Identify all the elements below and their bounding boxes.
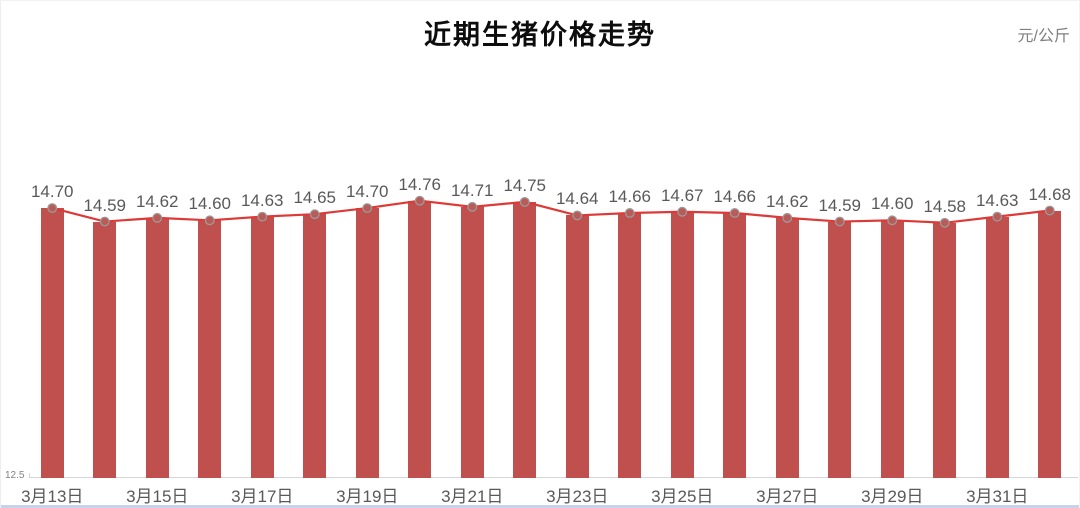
bar xyxy=(565,215,589,478)
value-label: 14.68 xyxy=(1028,184,1072,204)
value-label: 14.63 xyxy=(975,190,1019,210)
bar xyxy=(303,214,327,478)
value-label: 14.62 xyxy=(765,191,809,211)
x-tick-label: 3月19日 xyxy=(336,487,399,506)
bar xyxy=(880,220,904,478)
bottom-border xyxy=(1,505,1079,508)
x-tick-label: 3月31日 xyxy=(966,487,1029,506)
bar xyxy=(618,212,642,478)
value-label: 14.59 xyxy=(83,195,127,215)
x-tick-label: 3月21日 xyxy=(441,487,504,506)
value-label: 14.60 xyxy=(188,194,232,214)
x-tick-label: 3月23日 xyxy=(546,487,609,506)
bar xyxy=(460,206,484,478)
x-tick-label: 3月29日 xyxy=(861,487,924,506)
x-tick-label: 3月15日 xyxy=(126,487,189,506)
bar xyxy=(1038,210,1062,478)
value-label: 14.63 xyxy=(240,190,284,210)
x-tick-label: 3月13日 xyxy=(21,487,84,506)
value-label: 14.70 xyxy=(30,182,74,202)
bar xyxy=(985,216,1009,478)
value-label: 14.58 xyxy=(923,196,967,216)
bar xyxy=(145,217,169,478)
bar xyxy=(93,221,117,478)
value-label: 14.64 xyxy=(555,189,599,209)
value-label: 14.60 xyxy=(870,194,914,214)
bar xyxy=(355,208,379,478)
value-label: 14.66 xyxy=(608,186,652,206)
x-tick-label: 3月27日 xyxy=(756,487,819,506)
value-label: 14.65 xyxy=(293,188,337,208)
x-tick-label: 3月17日 xyxy=(231,487,294,506)
value-label: 14.59 xyxy=(818,195,862,215)
bar xyxy=(670,211,694,478)
bar xyxy=(250,216,274,478)
bar xyxy=(933,222,957,478)
value-label: 14.76 xyxy=(398,174,442,194)
bar xyxy=(408,200,432,478)
value-label: 14.62 xyxy=(135,191,179,211)
value-label: 14.70 xyxy=(345,182,389,202)
x-axis-labels: 3月13日 3月15日 3月17日 3月19日 3月21日 3月23日 3月25日 3月27日… xyxy=(21,482,1076,506)
y-axis-min-label: 12.5 xyxy=(5,470,25,481)
plot-area: 14.70 14.59 14.62 14.60 14.63 14.65 14.70 14.76… xyxy=(26,61,1078,478)
value-label: 14.67 xyxy=(660,185,704,205)
bar xyxy=(828,221,852,478)
x-tick-label: 3月25日 xyxy=(651,487,714,506)
price-line-series xyxy=(47,195,1055,228)
bar xyxy=(513,201,537,478)
bar xyxy=(775,217,799,478)
value-label: 14.71 xyxy=(450,180,494,200)
value-label: 14.66 xyxy=(713,186,757,206)
x-axis-tick xyxy=(29,473,30,478)
bar xyxy=(198,220,222,478)
bar xyxy=(723,212,747,478)
chart-title: 近期生猪价格走势 xyxy=(424,20,656,51)
value-label: 14.75 xyxy=(503,175,547,195)
x-axis-line xyxy=(29,477,1078,478)
unit-label: 元/公斤 xyxy=(1017,28,1070,45)
bar xyxy=(40,208,64,478)
